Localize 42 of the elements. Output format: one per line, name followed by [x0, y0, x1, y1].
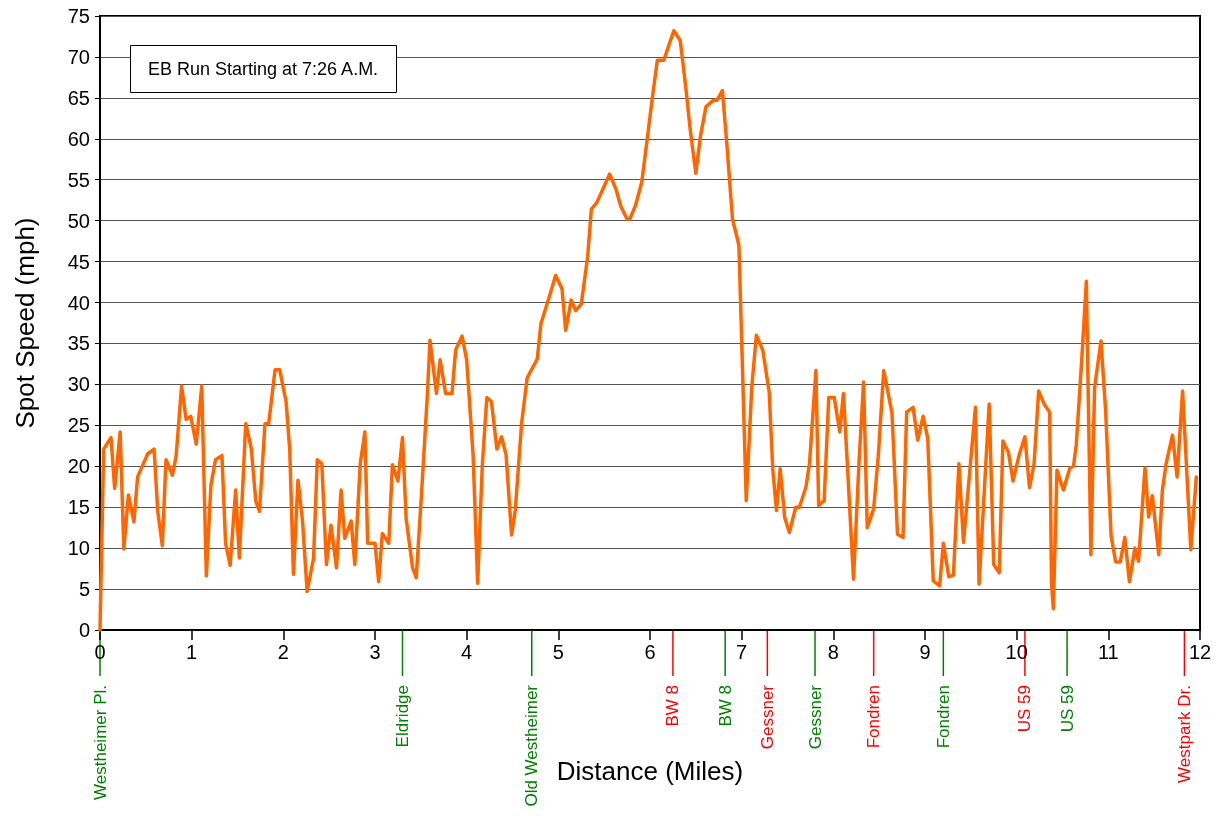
- y-tick-label: 50: [67, 209, 90, 232]
- ref-line-label: Gessner: [757, 684, 777, 750]
- ref-line-label: US 59: [1057, 685, 1077, 733]
- y-tick-label: 75: [67, 5, 90, 27]
- y-tick-label: 30: [67, 373, 90, 396]
- ref-line-label: Fondren: [933, 685, 953, 749]
- ref-line-label: BW 8: [663, 685, 683, 727]
- y-tick-label: 10: [67, 537, 90, 560]
- x-tick-label: 3: [369, 641, 381, 663]
- annotation: EB Run Starting at 7:26 A.M.: [148, 59, 379, 79]
- x-tick-label: 9: [919, 641, 931, 663]
- ref-line-label: Eldridge: [393, 685, 412, 748]
- x-tick-label: 5: [552, 641, 564, 663]
- y-tick-label: 35: [67, 332, 90, 355]
- ref-line-label: BW 8: [715, 685, 735, 727]
- y-tick-label: 65: [67, 86, 90, 109]
- x-tick-label: 7: [736, 641, 748, 663]
- y-axis-title: Spot Speed (mph): [10, 217, 40, 429]
- ref-line-label: Gessner: [805, 684, 825, 750]
- ref-line-label: Westpark Dr.: [1174, 685, 1194, 783]
- y-tick-label: 60: [67, 127, 90, 150]
- x-tick-label: 1: [186, 641, 198, 663]
- ref-line-label: US 59: [1015, 685, 1035, 733]
- ref-line-label: Westheimer Pl.: [90, 685, 110, 800]
- y-tick-label: 0: [78, 619, 90, 641]
- x-tick-label: 6: [644, 641, 656, 663]
- y-tick-label: 45: [67, 250, 90, 273]
- y-tick-label: 70: [67, 45, 90, 68]
- x-tick-label: 8: [827, 641, 839, 663]
- y-tick-label: 40: [67, 291, 90, 314]
- x-tick-label: 4: [461, 641, 473, 663]
- x-tick-label: 11: [1097, 641, 1119, 663]
- ref-line-label: Old Westheimer: [522, 684, 542, 807]
- y-tick-label: 5: [78, 578, 90, 601]
- x-tick-label: 12: [1188, 641, 1212, 663]
- y-tick-label: 55: [67, 168, 90, 191]
- ref-line-label: Fondren: [864, 685, 884, 749]
- x-tick-label: 2: [277, 641, 289, 663]
- y-tick-label: 20: [67, 455, 90, 478]
- x-axis-title: Distance (Miles): [556, 756, 744, 786]
- y-tick-label: 15: [67, 496, 90, 519]
- y-tick-label: 25: [67, 414, 90, 437]
